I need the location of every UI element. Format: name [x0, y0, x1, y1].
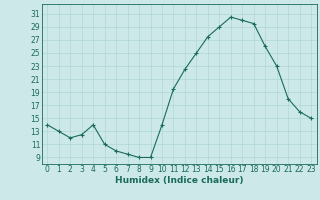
X-axis label: Humidex (Indice chaleur): Humidex (Indice chaleur): [115, 176, 244, 185]
